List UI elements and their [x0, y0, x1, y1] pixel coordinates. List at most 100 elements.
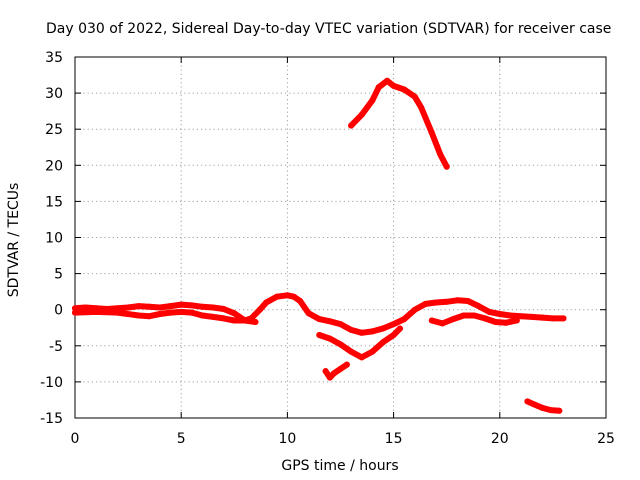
y-tick-labels: -15 -10 -5 0 5 10 15 20 25 30 35 [40, 50, 63, 427]
x-tick-labels: 0 5 10 15 20 25 [71, 431, 615, 447]
data-point [390, 82, 397, 89]
data-point [231, 317, 238, 324]
data-point [157, 304, 163, 311]
data-point [475, 303, 482, 310]
data-point [326, 335, 333, 342]
x-tick-label: 10 [278, 431, 296, 447]
y-tick-label: 25 [45, 122, 63, 138]
data-point [375, 84, 382, 91]
data-point [358, 111, 365, 118]
data-point [556, 407, 563, 414]
data-point [348, 348, 355, 355]
data-point [178, 301, 185, 308]
data-point [273, 293, 280, 300]
x-tick-label: 25 [597, 431, 615, 447]
chart-title: Day 030 of 2022, Sidereal Day-to-day VTE… [46, 21, 611, 37]
grid [75, 57, 606, 418]
data-point [210, 313, 217, 320]
data-point [316, 332, 323, 338]
data-point [220, 315, 227, 322]
y-tick-label: 30 [45, 86, 63, 102]
data-point [401, 316, 408, 323]
data-point [503, 319, 510, 326]
data-point [114, 309, 121, 316]
data-point [369, 97, 376, 104]
data-point [492, 319, 499, 325]
data-point [411, 93, 418, 100]
data-point [348, 122, 355, 129]
data-point [167, 303, 174, 310]
data-point [231, 310, 238, 317]
x-tick-label: 20 [491, 431, 509, 447]
x-tick-label: 5 [177, 431, 186, 447]
data-point [513, 317, 520, 324]
data-point [178, 308, 185, 315]
data-point [326, 374, 333, 381]
data-point [337, 321, 344, 328]
data-point [496, 311, 503, 317]
data-point [369, 328, 376, 335]
data-point [326, 318, 333, 325]
y-tick-label: 20 [45, 158, 63, 174]
data-point [305, 310, 312, 317]
data-point [188, 309, 195, 316]
data-point [220, 306, 227, 312]
data-point [290, 293, 297, 300]
data-point [199, 303, 206, 310]
data-point [401, 86, 408, 93]
data-point [167, 309, 174, 316]
data-point [369, 348, 376, 355]
data-point [518, 313, 524, 320]
data-point [428, 317, 435, 324]
data-point [560, 315, 567, 322]
data-point [539, 404, 546, 411]
data-point [210, 304, 217, 311]
data-point [524, 398, 531, 405]
data-point [460, 312, 467, 319]
data-point [539, 314, 546, 321]
data-point [443, 163, 450, 170]
data-point [422, 300, 429, 307]
data-point [433, 299, 440, 306]
data-point [72, 309, 78, 316]
data-point [297, 298, 304, 304]
data-point [418, 104, 425, 111]
data-point [199, 312, 206, 319]
data-point [358, 329, 365, 336]
x-axis-label: GPS time / hours [281, 458, 398, 474]
data-point [390, 321, 397, 328]
data-point [384, 77, 391, 84]
series-group [72, 77, 567, 414]
data-point [481, 315, 488, 322]
data-point [337, 341, 344, 348]
y-tick-label: -10 [40, 375, 63, 391]
data-point [380, 339, 386, 346]
data-point [241, 317, 248, 324]
data-point [135, 312, 142, 319]
data-point [343, 361, 350, 368]
data-point [411, 306, 418, 313]
data-point [528, 313, 535, 320]
data-point [507, 312, 514, 319]
data-point [331, 370, 338, 377]
data-point [316, 316, 323, 323]
data-point [486, 308, 493, 315]
data-point [437, 151, 444, 158]
data-point [380, 325, 386, 332]
data-point [284, 292, 291, 299]
data-point [358, 354, 365, 361]
y-tick-label: 0 [54, 303, 63, 319]
y-tick-label: -15 [40, 411, 63, 427]
y-tick-label: 10 [45, 231, 63, 247]
data-point [454, 297, 461, 304]
data-point [252, 319, 259, 325]
x-tick-label: 15 [385, 431, 403, 447]
data-point [188, 302, 195, 309]
y-tick-label: 15 [45, 194, 63, 210]
data-point [146, 303, 153, 310]
data-point [530, 401, 537, 408]
x-tick-label: 0 [71, 431, 80, 447]
series-line-track-6 [348, 77, 450, 170]
y-tick-label: -5 [49, 339, 63, 355]
